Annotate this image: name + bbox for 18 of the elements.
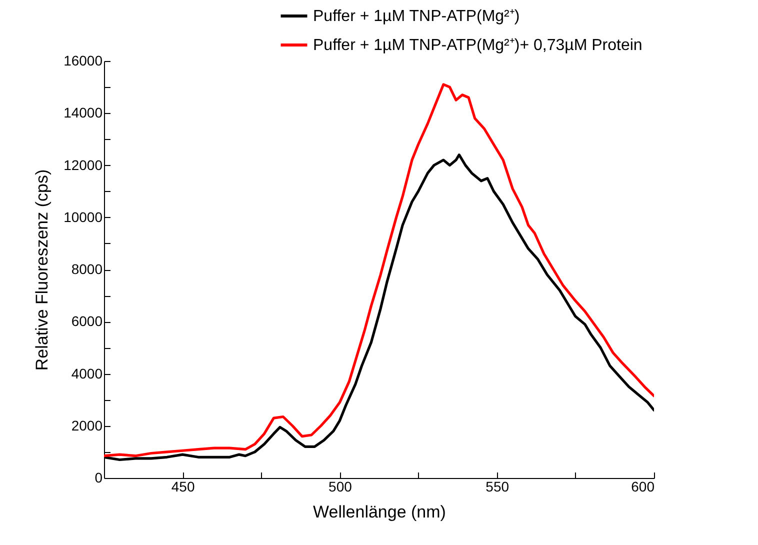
y-tick-label: 8000 [71,261,103,277]
line-series [104,83,654,458]
y-tick-label: 12000 [64,156,103,173]
x-tick-label: 500 [328,478,352,494]
y-tick-label: 14000 [64,104,103,121]
y-tick-label: 10000 [64,208,103,225]
y-tick-label: 2000 [71,417,103,434]
x-tick-label: 550 [486,478,510,494]
x-tick-label: 600 [631,478,655,494]
y-axis-title: Relative Fluoreszenz (cps) [32,169,52,371]
legend-label: Puffer + 1µM TNP-ATP(Mg²⁺)+ 0,73µM Protein [313,37,642,54]
y-tick-label: 6000 [71,313,103,330]
y-tick-label: 0 [94,470,103,486]
legend-label: Puffer + 1µM TNP-ATP(Mg²⁺) [313,8,520,25]
x-axis-title: Wellenlänge (nm) [313,502,446,522]
y-tick-label: 16000 [64,52,103,68]
x-tick-label: 450 [171,478,195,494]
y-tick-label: 4000 [71,365,103,382]
